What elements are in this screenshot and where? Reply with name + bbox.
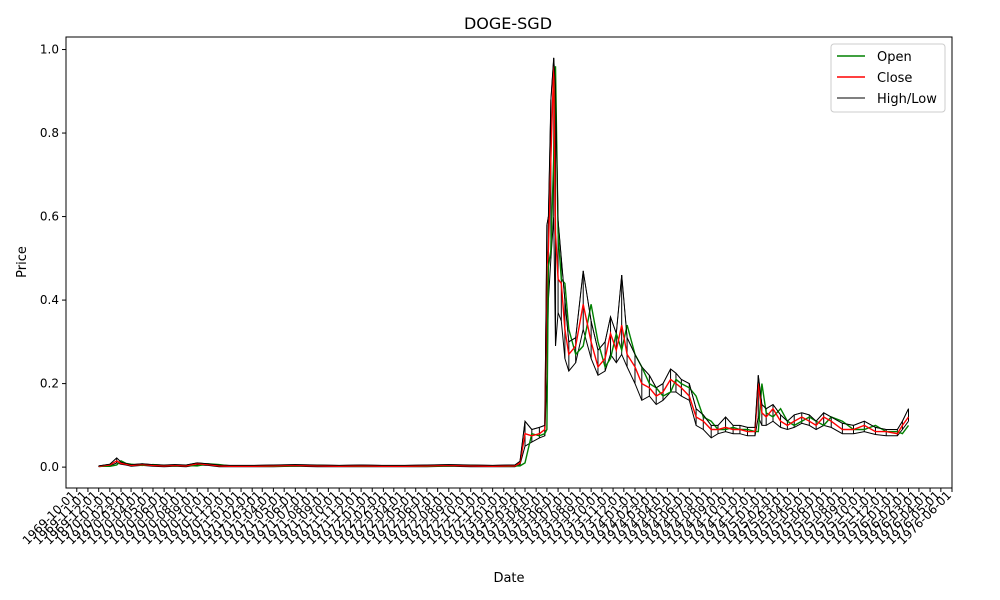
y-tick-label: 0.8 (40, 126, 59, 140)
x-axis-label: Date (493, 571, 524, 586)
close-line (98, 66, 910, 468)
y-tick-label: 0.6 (40, 210, 59, 224)
y-tick-label: 0.4 (40, 293, 59, 307)
legend: Open Close High/Low (830, 43, 946, 113)
y-tick-label: 0.2 (40, 377, 59, 391)
y-axis-label: Price (15, 246, 30, 278)
legend-open-label: Open (877, 50, 912, 65)
legend-close-label: Close (877, 71, 912, 86)
legend-box (830, 43, 946, 113)
series-layer (98, 57, 910, 468)
y-tick-label: 0.0 (40, 460, 59, 474)
x-axis: 1969-10-011969-11-011969-12-011970-01-01… (20, 488, 954, 547)
chart-title: DOGE-SGD (464, 14, 552, 33)
y-tick-label: 1.0 (40, 43, 59, 57)
high-line-overlay (98, 57, 909, 467)
legend-highlow-label: High/Low (877, 92, 937, 107)
y-axis: 0.0 0.2 0.4 0.6 0.8 1.0 (40, 43, 66, 474)
plot-area (65, 36, 953, 489)
